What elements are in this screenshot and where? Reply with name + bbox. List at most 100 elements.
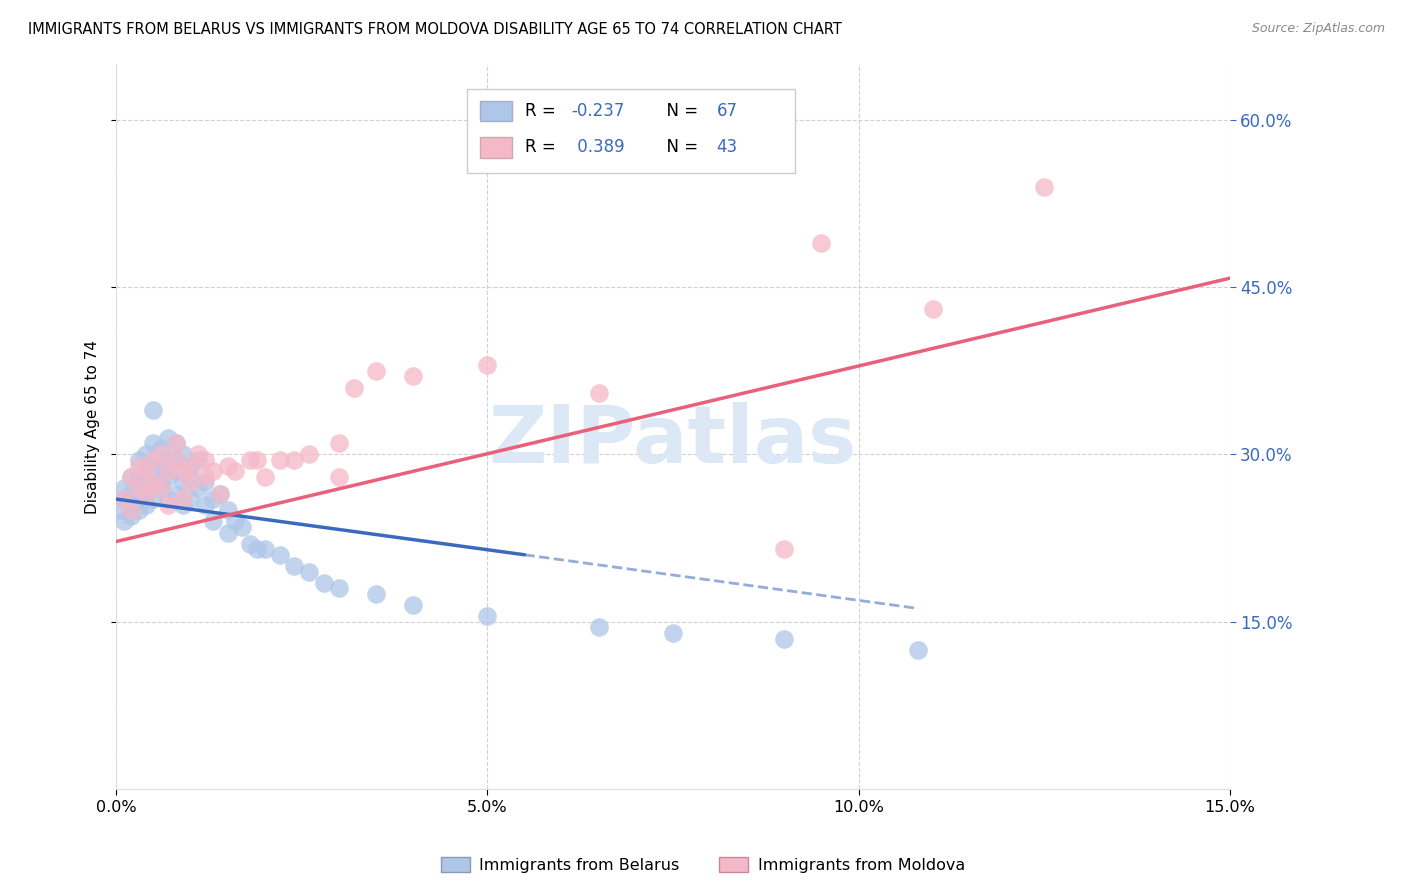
Point: [298, 565, 321, 579]
Point: [128, 492, 150, 507]
Point: [314, 575, 336, 590]
Point: [187, 481, 209, 495]
Point: [179, 458, 201, 473]
Point: [135, 475, 157, 490]
Point: [149, 442, 172, 456]
Point: [239, 453, 262, 467]
Point: [142, 453, 165, 467]
Text: ZIPatlas: ZIPatlas: [489, 402, 858, 480]
Point: [135, 486, 157, 500]
Point: [588, 386, 610, 401]
Text: Source: ZipAtlas.com: Source: ZipAtlas.com: [1251, 22, 1385, 36]
Point: [142, 436, 165, 450]
Point: [157, 453, 180, 467]
Point: [120, 470, 142, 484]
Point: [194, 453, 217, 467]
Point: [269, 453, 291, 467]
Point: [179, 470, 201, 484]
Text: 67: 67: [717, 103, 737, 120]
Point: [135, 464, 157, 478]
Point: [179, 475, 201, 490]
Point: [402, 598, 425, 612]
Point: [165, 453, 187, 467]
FancyBboxPatch shape: [481, 101, 512, 121]
Point: [172, 475, 194, 490]
Point: [810, 235, 832, 250]
Text: N =: N =: [657, 138, 703, 156]
Point: [142, 475, 165, 490]
Point: [157, 470, 180, 484]
Point: [477, 358, 499, 372]
Point: [135, 464, 157, 478]
Point: [142, 402, 165, 417]
Legend: Immigrants from Belarus, Immigrants from Moldova: Immigrants from Belarus, Immigrants from…: [434, 851, 972, 880]
Point: [269, 548, 291, 562]
Point: [157, 464, 180, 478]
Point: [149, 481, 172, 495]
Text: 0.389: 0.389: [572, 138, 624, 156]
Y-axis label: Disability Age 65 to 74: Disability Age 65 to 74: [86, 340, 100, 514]
Point: [364, 587, 387, 601]
Point: [128, 453, 150, 467]
Point: [194, 498, 217, 512]
Point: [172, 498, 194, 512]
Point: [201, 515, 224, 529]
Point: [187, 448, 209, 462]
Point: [194, 475, 217, 490]
Text: IMMIGRANTS FROM BELARUS VS IMMIGRANTS FROM MOLDOVA DISABILITY AGE 65 TO 74 CORRE: IMMIGRANTS FROM BELARUS VS IMMIGRANTS FR…: [28, 22, 842, 37]
Point: [201, 492, 224, 507]
Point: [120, 470, 142, 484]
Point: [172, 492, 194, 507]
Point: [343, 380, 366, 394]
Text: R =: R =: [524, 138, 561, 156]
Point: [588, 620, 610, 634]
Point: [209, 486, 232, 500]
Point: [165, 436, 187, 450]
Point: [179, 492, 201, 507]
Point: [283, 559, 305, 574]
Point: [157, 492, 180, 507]
Point: [662, 626, 685, 640]
Point: [246, 453, 269, 467]
Point: [142, 464, 165, 478]
Point: [135, 486, 157, 500]
Point: [209, 486, 232, 500]
Point: [112, 481, 135, 495]
Point: [283, 453, 305, 467]
Point: [773, 632, 796, 646]
Point: [157, 431, 180, 445]
Point: [142, 492, 165, 507]
Point: [1033, 179, 1056, 194]
Point: [165, 453, 187, 467]
Point: [157, 498, 180, 512]
Point: [149, 448, 172, 462]
Point: [120, 486, 142, 500]
Point: [149, 458, 172, 473]
Point: [773, 542, 796, 557]
Point: [128, 503, 150, 517]
Point: [246, 542, 269, 557]
Text: -0.237: -0.237: [572, 103, 626, 120]
Point: [253, 470, 276, 484]
Point: [179, 458, 201, 473]
Point: [120, 503, 142, 517]
Text: N =: N =: [657, 103, 703, 120]
Point: [217, 503, 239, 517]
Point: [298, 448, 321, 462]
Point: [364, 364, 387, 378]
Text: R =: R =: [524, 103, 561, 120]
Point: [921, 302, 943, 317]
Point: [165, 436, 187, 450]
Point: [108, 503, 131, 517]
Point: [135, 448, 157, 462]
Point: [128, 458, 150, 473]
Text: 43: 43: [717, 138, 738, 156]
Point: [112, 492, 135, 507]
Point: [112, 492, 135, 507]
Point: [328, 436, 350, 450]
Point: [165, 486, 187, 500]
Point: [187, 453, 209, 467]
Point: [328, 470, 350, 484]
FancyBboxPatch shape: [481, 137, 512, 158]
Point: [120, 508, 142, 523]
